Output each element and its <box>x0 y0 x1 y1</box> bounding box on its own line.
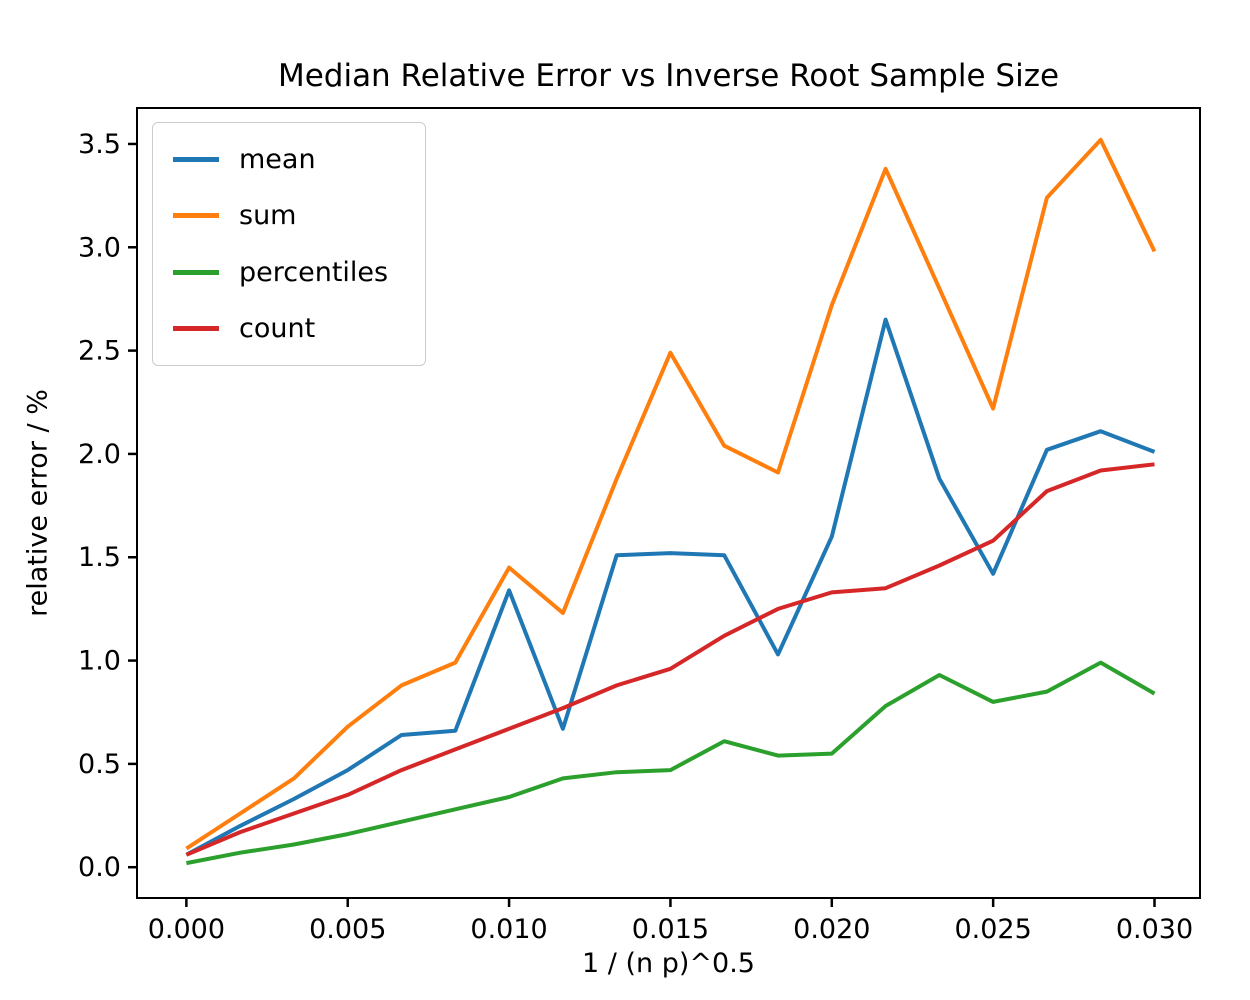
series-line-count <box>185 462 1155 857</box>
legend-line-swatch-count <box>173 326 219 332</box>
y-tick-label: 1.5 <box>78 542 121 573</box>
legend-label: mean <box>239 143 316 175</box>
y-tick-label: 0.5 <box>78 749 121 780</box>
legend-line-swatch-mean <box>173 156 219 162</box>
legend-label: sum <box>239 200 297 232</box>
series-line-mean <box>185 317 1156 857</box>
y-axis-label: relative error / % <box>22 389 54 617</box>
y-tick-label: 2.5 <box>78 336 121 367</box>
plot-frame <box>136 107 1201 899</box>
legend-label: percentiles <box>239 256 389 288</box>
legend-label: count <box>239 313 316 345</box>
x-tick-label: 0.030 <box>1116 914 1193 945</box>
x-tick-label: 0.025 <box>954 914 1031 945</box>
legend-item: percentiles <box>153 246 425 298</box>
legend-item: count <box>153 303 425 355</box>
legend-item: mean <box>153 133 425 185</box>
x-tick-label: 0.020 <box>793 914 870 945</box>
y-tick-label: 2.0 <box>78 439 121 470</box>
legend-line-swatch-sum <box>173 213 219 219</box>
x-tick-label: 0.015 <box>632 914 709 945</box>
x-tick-label: 0.000 <box>148 914 225 945</box>
x-axis-label: 1 / (n p)^0.5 <box>582 948 755 979</box>
legend-item: sum <box>153 190 425 242</box>
y-tick-label: 0.0 <box>78 852 121 883</box>
x-tick-label: 0.005 <box>309 914 386 945</box>
legend-line-swatch-percentiles <box>173 269 219 275</box>
y-tick-label: 3.5 <box>78 129 121 160</box>
series-line-sum <box>185 137 1157 851</box>
legend: mean sum percentiles count <box>152 122 426 366</box>
y-tick-label: 1.0 <box>78 646 121 677</box>
y-tick-label: 3.0 <box>78 232 121 263</box>
x-tick-label: 0.010 <box>470 914 547 945</box>
chart-title: Median Relative Error vs Inverse Root Sa… <box>277 58 1060 94</box>
series-line-percentiles <box>186 660 1156 866</box>
